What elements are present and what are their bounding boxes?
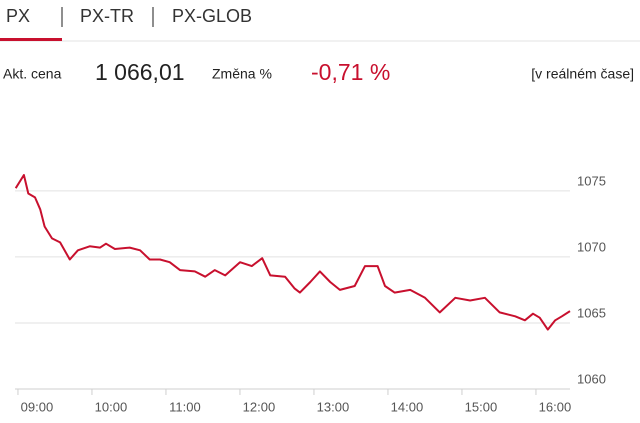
realtime-note: [v reálném čase] [531,66,634,82]
x-tick-label: 13:00 [317,399,350,414]
change-label: Změna % [212,66,272,82]
y-tick-label: 1065 [577,305,606,320]
y-tick-label: 1070 [577,239,606,254]
price-label: Akt. cena [3,66,62,82]
x-tick-label: 16:00 [539,399,572,414]
active-tab-indicator [0,38,62,41]
x-tick-label: 15:00 [465,399,498,414]
y-tick-label: 1060 [577,371,606,386]
x-tick-label: 12:00 [243,399,276,414]
x-tick-label: 09:00 [21,399,54,414]
tab[interactable]: PX-GLOB [172,6,252,26]
y-tick-label: 1075 [577,173,606,188]
x-tick-label: 14:00 [391,399,424,414]
tab[interactable]: PX [6,6,30,26]
x-tick-label: 10:00 [95,399,128,414]
tab[interactable]: PX-TR [80,6,134,26]
price: 1 066,01 [95,59,185,85]
x-tick-label: 11:00 [169,399,201,414]
price-line [14,174,571,331]
change: -0,71 % [311,59,390,85]
chart: 1060 1065 1070 1075 09:00 10:00 11:00 12:00 13:0… [14,173,606,414]
